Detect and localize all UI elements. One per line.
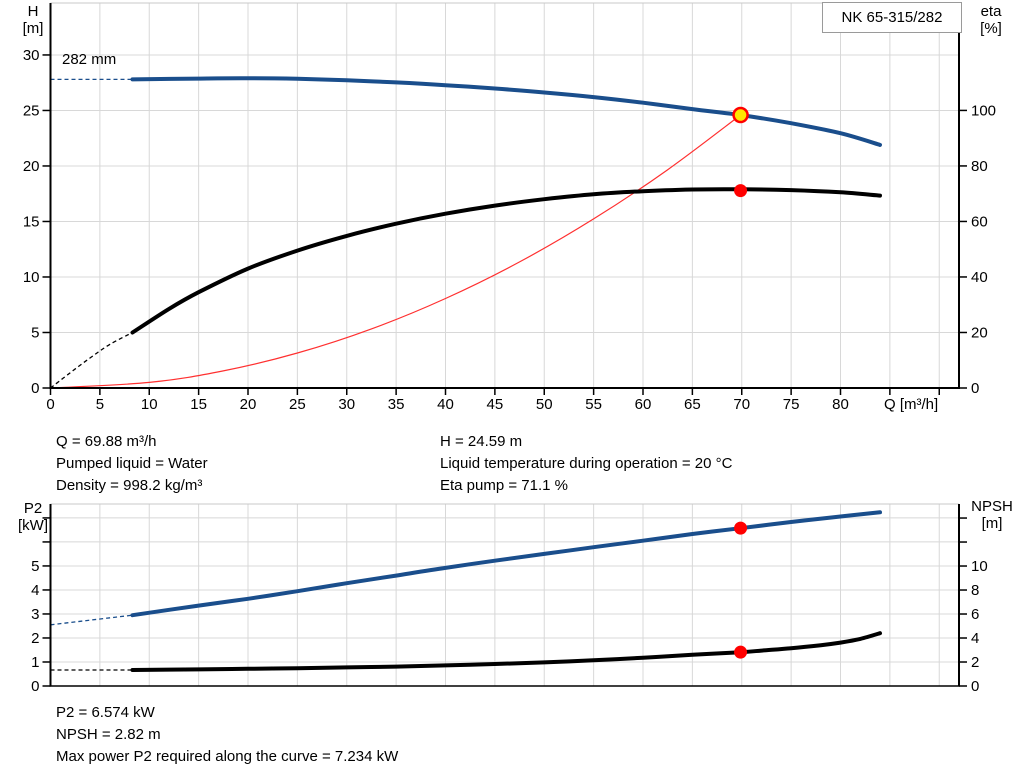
left-tick-label: 2	[31, 630, 39, 647]
left-tick-label: 10	[23, 269, 40, 286]
x-tick-label: 35	[388, 396, 405, 413]
x-tick-label: 0	[46, 396, 54, 413]
x-tick-label: 15	[190, 396, 207, 413]
eta-axis-label-line1: eta	[980, 3, 1002, 20]
result-eta-pump: Eta pump = 71.1 %	[440, 477, 568, 494]
result-npsh: NPSH = 2.82 m	[56, 726, 161, 743]
power-curve-dashed-extension	[50, 614, 133, 626]
x-tick-label: 5	[96, 396, 104, 413]
pump-type-box: NK 65-315/282	[822, 2, 962, 33]
npsh-axis-label: NPSH [m]	[964, 498, 1020, 532]
right-tick-label: 10	[971, 558, 988, 575]
power-results: P2 = 6.574 kW NPSH = 2.82 m Max power P2…	[56, 702, 398, 768]
result-liquid-temperature: Liquid temperature during operation = 20…	[440, 455, 733, 472]
npsh-point-marker	[734, 645, 748, 659]
x-tick-label: 45	[487, 396, 504, 413]
right-tick-label: 4	[971, 630, 979, 647]
npsh-axis-label-line1: NPSH	[971, 498, 1013, 515]
right-tick-label: 80	[971, 158, 988, 175]
power-point-marker	[734, 521, 748, 535]
left-tick-label: 0	[31, 678, 39, 695]
x-tick-label: 25	[289, 396, 306, 413]
left-tick-label: 0	[31, 380, 39, 397]
npsh-axis-label-line2: [m]	[981, 515, 1003, 532]
x-tick-label: 70	[733, 396, 750, 413]
left-tick-label: 5	[31, 558, 39, 575]
x-tick-label: 60	[635, 396, 652, 413]
head-axis-label-line1: H	[27, 3, 39, 20]
x-tick-label: 30	[338, 396, 355, 413]
left-tick-label: 15	[23, 213, 40, 230]
eta-axis-label: eta [%]	[969, 3, 1013, 37]
left-tick-label: 30	[23, 47, 40, 64]
left-tick-label: 1	[31, 654, 39, 671]
right-tick-label: 2	[971, 654, 979, 671]
left-tick-label: 20	[23, 158, 40, 175]
result-flow: Q = 69.88 m³/h	[56, 433, 157, 450]
x-tick-label: 80	[832, 396, 849, 413]
operating-point-results-left: Q = 69.88 m³/h Pumped liquid = Water Den…	[56, 431, 208, 497]
operating-point-results-right: H = 24.59 m Liquid temperature during op…	[440, 431, 732, 497]
duty-point-marker	[732, 106, 749, 124]
head-curve	[130, 76, 882, 147]
efficiency-curve	[130, 187, 882, 335]
p2-axis-label: P2 [kW]	[12, 500, 54, 534]
right-tick-label: 0	[971, 678, 979, 695]
left-tick-label: 3	[31, 606, 39, 623]
x-tick-label: 50	[536, 396, 553, 413]
result-p2: P2 = 6.574 kW	[56, 704, 155, 721]
x-tick-label: 55	[585, 396, 602, 413]
result-max-power: Max power P2 required along the curve = …	[56, 748, 399, 765]
system-curve	[49, 114, 742, 389]
right-tick-label: 40	[971, 269, 988, 286]
result-head: H = 24.59 m	[440, 433, 523, 450]
p2-axis-label-line2: [kW]	[18, 517, 48, 534]
x-tick-label: 75	[783, 396, 800, 413]
p2-axis-label-line1: P2	[23, 500, 43, 517]
result-density: Density = 998.2 kg/m³	[56, 477, 203, 494]
npsh-curve	[130, 631, 882, 672]
head-axis-label: H [m]	[14, 3, 52, 37]
x-tick-label: 40	[437, 396, 454, 413]
impeller-diameter-label: 282 mm	[62, 51, 117, 68]
right-tick-label: 20	[971, 324, 988, 341]
right-tick-label: 8	[971, 582, 979, 599]
flow-axis-label: Q [m³/h]	[884, 396, 939, 413]
left-tick-label: 25	[23, 102, 40, 119]
result-pumped-liquid: Pumped liquid = Water	[56, 455, 208, 472]
power-curve	[130, 510, 882, 618]
x-tick-label: 10	[141, 396, 158, 413]
x-tick-label: 20	[240, 396, 257, 413]
head-axis-label-line2: [m]	[22, 20, 44, 37]
efficiency-curve-dashed-extension	[50, 331, 133, 389]
right-tick-label: 0	[971, 380, 979, 397]
right-tick-label: 60	[971, 213, 988, 230]
efficiency-point-marker	[734, 184, 748, 198]
right-tick-label: 6	[971, 606, 979, 623]
eta-axis-label-line2: [%]	[980, 20, 1002, 37]
left-tick-label: 5	[31, 324, 39, 341]
right-tick-label: 100	[971, 102, 996, 119]
left-tick-label: 4	[31, 582, 39, 599]
x-tick-label: 65	[684, 396, 701, 413]
